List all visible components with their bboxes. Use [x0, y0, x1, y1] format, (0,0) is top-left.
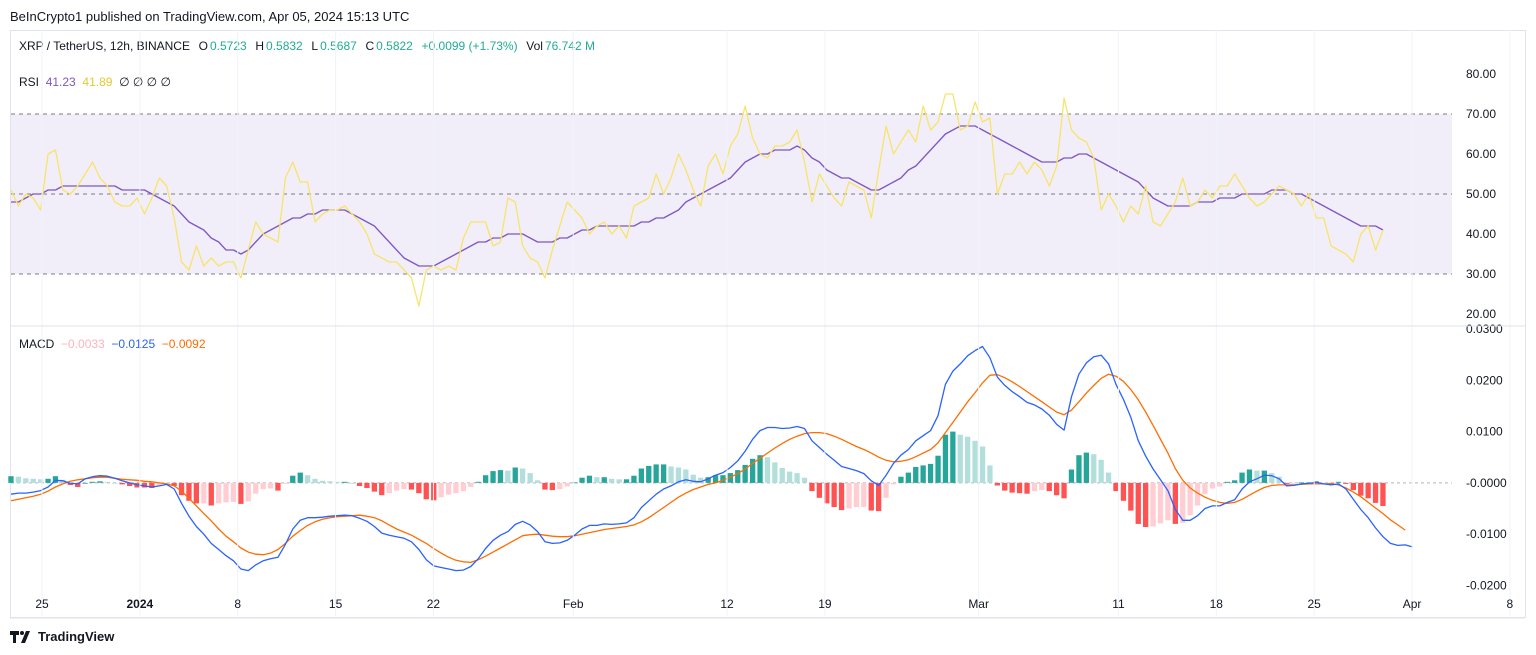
tradingview-logo[interactable]: TradingView — [10, 629, 114, 644]
tradingview-logo-icon — [10, 630, 30, 643]
macd-legend-hist: −0.0033 — [61, 337, 105, 351]
change-value: +0.0099 (+1.73%) — [421, 39, 518, 53]
chart-frame — [10, 30, 1526, 618]
symbol-legend: XRP / TetherUS, 12h, BINANCE O 0.5723 H 0.… — [19, 39, 597, 53]
rsi-legend-name: RSI — [19, 75, 40, 89]
high-label: H — [255, 39, 265, 53]
rsi-legend-extras: ∅ ∅ ∅ ∅ — [119, 75, 171, 89]
macd-legend-name: MACD — [19, 337, 55, 351]
tradingview-logo-text: TradingView — [38, 629, 115, 644]
rsi-legend-value: 41.23 — [45, 75, 76, 89]
rsi-legend: RSI 41.23 41.89 ∅ ∅ ∅ ∅ — [19, 75, 171, 89]
macd-legend-signal: −0.0092 — [161, 337, 206, 351]
open-label: O — [198, 39, 208, 53]
low-value: 0.5687 — [320, 39, 357, 53]
volume-value: 76.742 M — [544, 39, 595, 53]
macd-legend-macd: −0.0125 — [111, 337, 156, 351]
symbol-name: XRP / TetherUS, 12h, BINANCE — [19, 39, 190, 53]
publisher-line: BeInCrypto1 published on TradingView.com… — [10, 9, 410, 24]
open-value: 0.5723 — [209, 39, 247, 53]
macd-legend: MACD −0.0033 −0.0125 −0.0092 — [19, 337, 206, 351]
rsi-legend-ma: 41.89 — [82, 75, 113, 89]
high-value: 0.5832 — [266, 39, 303, 53]
volume-label: Vol — [526, 39, 543, 53]
close-value: 0.5822 — [376, 39, 413, 53]
close-label: C — [365, 39, 375, 53]
low-label: L — [311, 39, 319, 53]
